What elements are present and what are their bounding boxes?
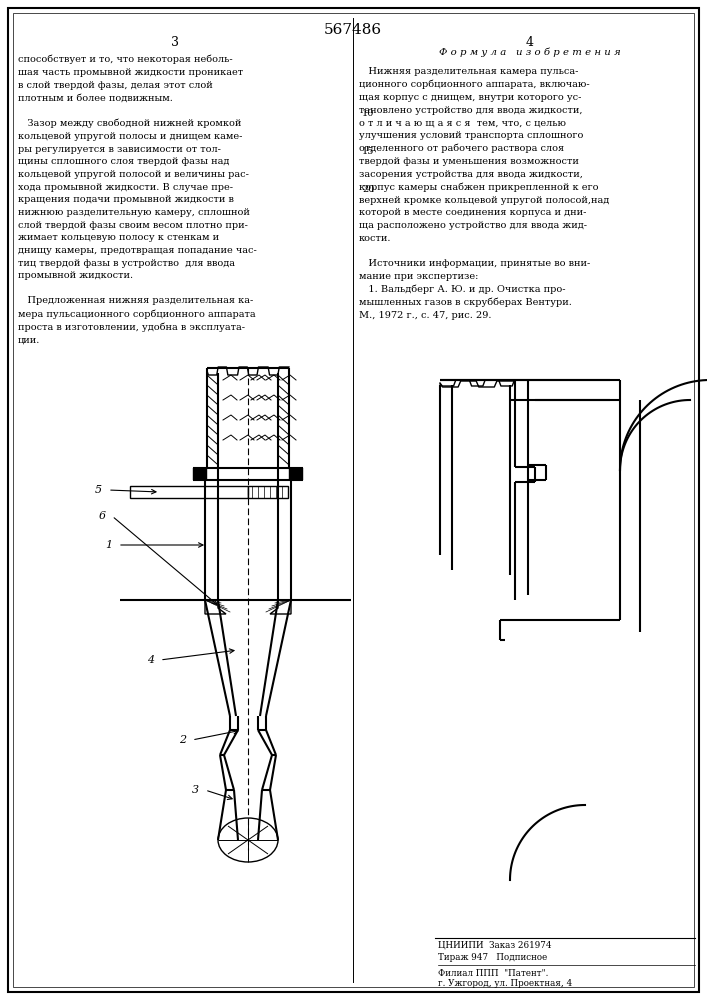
Polygon shape [270, 600, 291, 614]
Text: 6: 6 [99, 511, 106, 521]
Text: 3: 3 [171, 36, 179, 49]
Bar [248, 486, 288, 498]
Bar [130, 486, 248, 498]
Text: Нижняя разделительная камера пульса-
ционного сорбционного аппарата, включаю-
ща: Нижняя разделительная камера пульса- цио… [359, 67, 609, 320]
Text: Филиал ППП  "Патент".: Филиал ППП "Патент". [438, 968, 549, 978]
Bar [193, 468, 207, 480]
Text: 10: 10 [362, 108, 375, 117]
Text: 20: 20 [362, 184, 375, 194]
Text: Тираж 947   Подписное: Тираж 947 Подписное [438, 952, 547, 962]
Text: 4: 4 [147, 655, 154, 665]
Text: 4: 4 [526, 36, 534, 49]
Text: г. Ужгород, ул. Проектная, 4: г. Ужгород, ул. Проектная, 4 [438, 980, 572, 988]
Text: 15: 15 [362, 146, 375, 155]
Text: 567486: 567486 [324, 23, 382, 37]
Text: способствует и то, что некоторая неболь-
шая часть промывной жидкости проникает
: способствует и то, что некоторая неболь-… [18, 55, 257, 345]
Ellipse shape [218, 818, 278, 862]
Text: 1: 1 [105, 540, 112, 550]
Polygon shape [205, 600, 226, 614]
Text: 2: 2 [179, 735, 186, 745]
Text: 3: 3 [192, 785, 199, 795]
Text: Ф о р м у л а   и з о б р е т е н и я: Ф о р м у л а и з о б р е т е н и я [439, 47, 621, 57]
Text: 5: 5 [95, 485, 102, 495]
Bar [289, 468, 303, 480]
Text: ЦНИИПИ  Заказ 261974: ЦНИИПИ Заказ 261974 [438, 940, 551, 950]
